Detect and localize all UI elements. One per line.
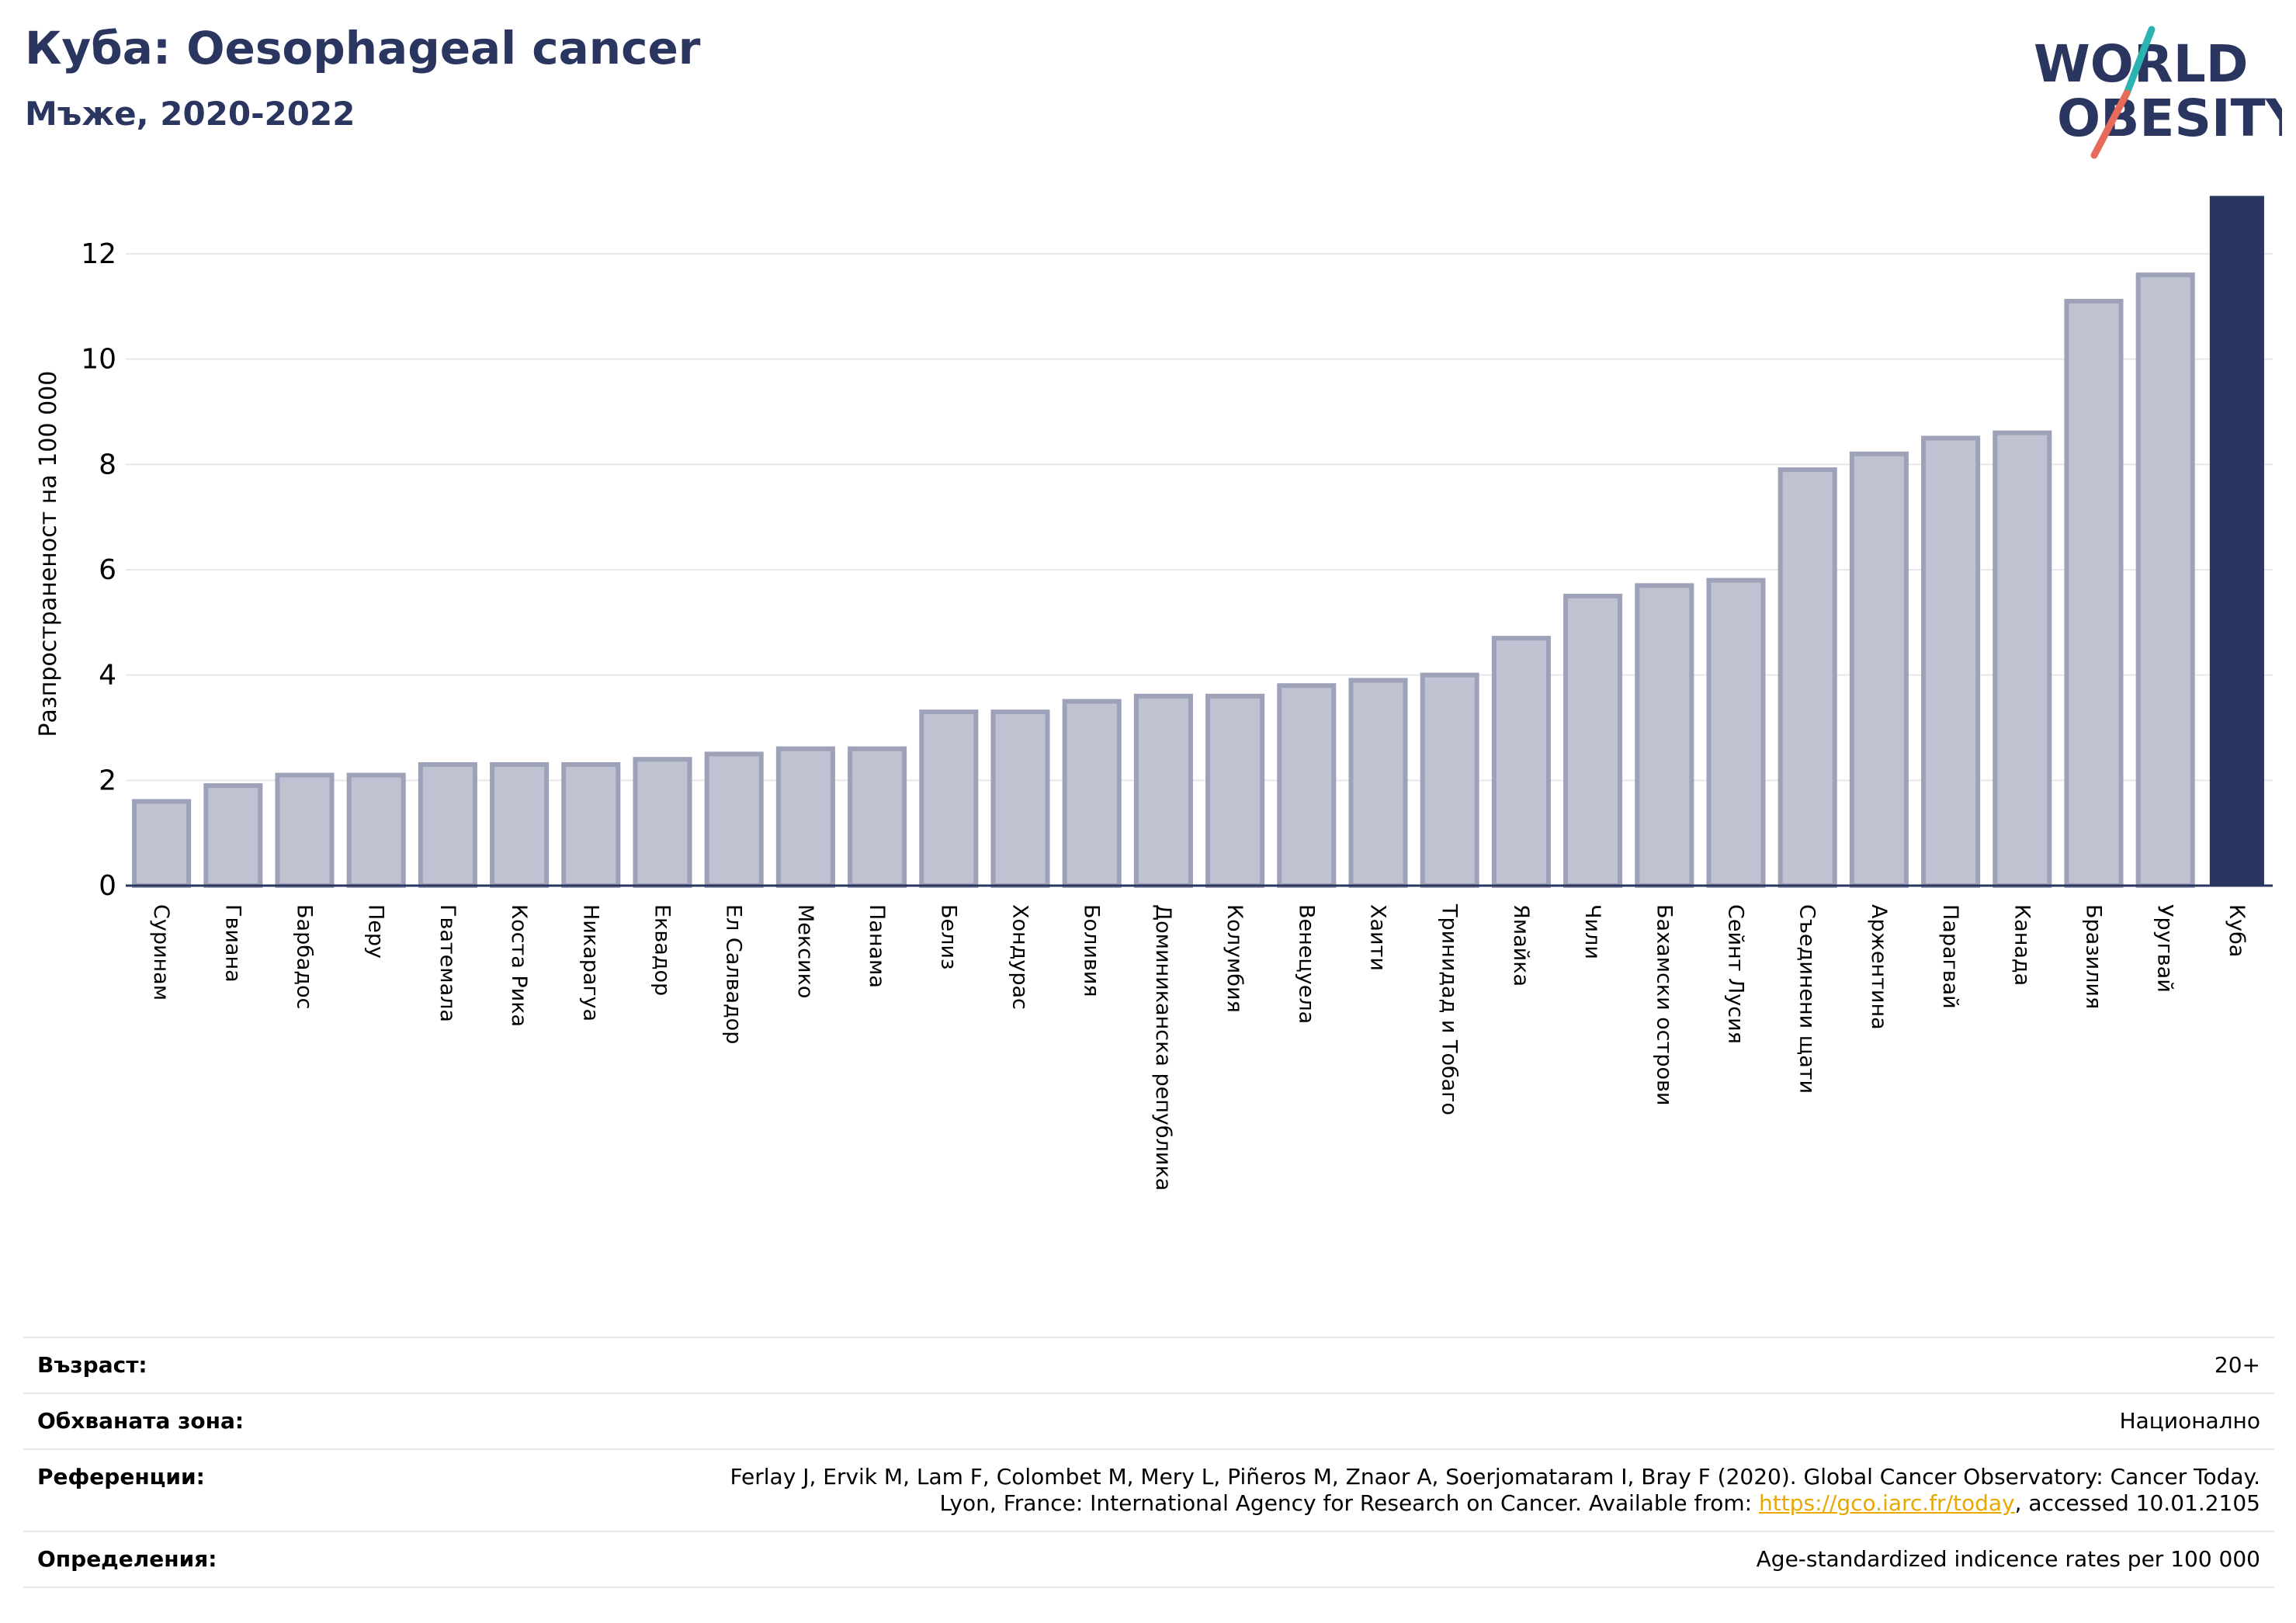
- x-tick-label: Канада: [2010, 904, 2034, 986]
- bar: [848, 746, 907, 889]
- x-tick-label: Венецуела: [1294, 904, 1318, 1024]
- y-tick-label: 8: [99, 449, 116, 480]
- bar: [1133, 693, 1193, 888]
- references-line2-pre: Lyon, France: International Agency for R…: [939, 1490, 1759, 1516]
- x-tick-label: Никарагуа: [578, 904, 602, 1021]
- coverage-value: Национално: [2119, 1408, 2260, 1434]
- coverage-label: Обхваната зона:: [37, 1408, 245, 1434]
- x-tick-label: Гвиана: [220, 904, 245, 983]
- x-tick-label: Уругвай: [2153, 904, 2177, 993]
- references-line2-post: , accessed 10.01.2105: [2014, 1490, 2260, 1516]
- age-label: Възраст:: [37, 1352, 147, 1378]
- bar: [132, 799, 192, 889]
- x-tick-label: Съединени щати: [1795, 904, 1819, 1094]
- bar: [275, 772, 335, 888]
- definitions-value: Age-standardized indicence rates per 100…: [1756, 1546, 2260, 1572]
- x-tick-label: Суринам: [149, 904, 173, 1001]
- y-tick-label: 12: [81, 238, 116, 270]
- bar: [1062, 699, 1122, 888]
- bar: [418, 761, 477, 888]
- x-tick-label: Ямайка: [1509, 904, 1533, 987]
- bar: [775, 746, 835, 889]
- references-link[interactable]: https://gco.iarc.fr/today: [1759, 1490, 2015, 1516]
- bar-chart: 0 2 4 6 8 10 12 Разпространеност на 100 000 Сури…: [35, 196, 2273, 1191]
- age-value: 20+: [2214, 1352, 2260, 1378]
- bar: [2064, 299, 2124, 888]
- x-tick-label: Белиз: [936, 904, 960, 969]
- bar: [1635, 583, 1694, 888]
- bar: [1777, 467, 1837, 888]
- x-tick-label: Чили: [1580, 904, 1604, 959]
- x-tick-label: Ел Салвадор: [722, 904, 746, 1044]
- references-label: Референции:: [37, 1464, 205, 1489]
- bar: [633, 757, 692, 889]
- bar: [1348, 678, 1408, 888]
- x-tick-label: Бахамски острови: [1652, 904, 1676, 1105]
- x-tick-label: Парагвай: [1938, 904, 1962, 1009]
- logo-slash-teal: [2123, 26, 2156, 97]
- bar: [346, 772, 406, 888]
- y-tick-label: 0: [99, 870, 116, 902]
- x-tick-label: Гватемала: [435, 904, 460, 1022]
- bar: [990, 709, 1050, 889]
- page-title: Куба: Oesophageal cancer: [25, 22, 701, 75]
- logo-slash-coral: [2090, 89, 2131, 159]
- x-tick-label: Колумбия: [1223, 904, 1247, 1013]
- footer-info-table: Възраст: 20+ Обхваната зона: Национално …: [23, 1337, 2274, 1588]
- bar: [919, 709, 979, 889]
- bar: [1993, 430, 2052, 888]
- bar: [1277, 683, 1337, 888]
- x-tick-label: Боливия: [1080, 904, 1104, 997]
- logo-word-obesity: OBESITY: [2057, 88, 2282, 148]
- bar: [1420, 672, 1479, 889]
- bar: [2135, 272, 2195, 888]
- y-tick-label: 4: [99, 660, 116, 692]
- x-tick-label: Бразилия: [2082, 904, 2106, 1009]
- bar: [203, 783, 263, 888]
- footer-row-references: Референции: Ferlay J, Ervik M, Lam F, Co…: [23, 1448, 2274, 1531]
- world-obesity-logo: WORLD OBESITY: [2034, 26, 2282, 159]
- footer-row-coverage: Обхваната зона: Национално: [23, 1392, 2274, 1448]
- x-tick-label: Перу: [364, 904, 388, 959]
- y-axis-label: Разпространеност на 100 000: [35, 371, 62, 737]
- bar: [561, 761, 621, 888]
- x-tick-label: Панама: [865, 904, 889, 988]
- y-tick-label: 6: [99, 554, 116, 586]
- bar: [1706, 577, 1766, 888]
- x-tick-label: Коста Рика: [507, 904, 531, 1027]
- x-tick-label: Барбадос: [293, 904, 317, 1009]
- x-tick-label: Сейнт Лусия: [1724, 904, 1748, 1044]
- bar: [490, 761, 550, 888]
- bar: [1491, 636, 1551, 889]
- x-tick-label: Мексико: [793, 904, 817, 998]
- footer-row-age: Възраст: 20+: [23, 1337, 2274, 1392]
- bar: [2209, 196, 2264, 886]
- y-tick-label: 10: [81, 344, 116, 376]
- bar: [704, 751, 764, 889]
- bar: [1205, 693, 1265, 888]
- x-tick-label: Доминиканска република: [1151, 904, 1175, 1191]
- x-tick-label: Хондурас: [1008, 904, 1032, 1010]
- x-tick-label: Тринидад и Тобаго: [1438, 903, 1462, 1115]
- x-tick-label: Аржентина: [1867, 904, 1891, 1030]
- x-tick-label: Еквадор: [650, 904, 675, 996]
- x-tick-label: Куба: [2225, 904, 2249, 957]
- references-line1: Ferlay J, Ervik M, Lam F, Colombet M, Me…: [730, 1464, 2260, 1489]
- bar: [1849, 451, 1909, 888]
- page-subtitle: Мъже, 2020-2022: [25, 95, 355, 133]
- y-tick-label: 2: [99, 765, 116, 796]
- definitions-label: Определения:: [37, 1546, 217, 1572]
- bar: [1921, 435, 1981, 888]
- x-tick-label: Хаити: [1366, 904, 1390, 971]
- references-value: Ferlay J, Ervik M, Lam F, Colombet M, Me…: [730, 1464, 2260, 1517]
- footer-row-definitions: Определения: Age-standardized indicence …: [23, 1531, 2274, 1588]
- bar: [1563, 593, 1623, 889]
